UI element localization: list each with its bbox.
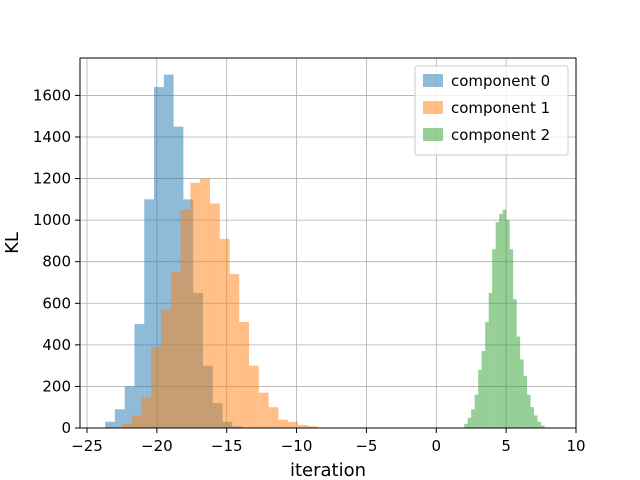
plot-frame — [79, 57, 577, 429]
histogram-bar — [278, 419, 289, 428]
x-tick-label: −25 — [71, 437, 103, 455]
histogram-bar — [229, 274, 240, 428]
series-2 — [464, 209, 545, 428]
histogram-bar — [485, 321, 489, 428]
histogram-bar — [506, 220, 510, 428]
histogram-bar — [151, 346, 162, 428]
histogram-bar — [516, 336, 521, 428]
histogram-bar — [509, 249, 514, 428]
histogram-bar — [170, 272, 181, 428]
legend-label: component 1 — [451, 99, 550, 117]
histogram-bar — [488, 292, 493, 428]
x-tick-label: 10 — [566, 437, 585, 455]
x-tick-label: 5 — [501, 437, 511, 455]
histogram-bar — [200, 178, 210, 428]
y-tick-label: 1400 — [33, 128, 71, 146]
legend-label: component 2 — [451, 126, 550, 144]
histogram-bar — [219, 238, 230, 428]
histogram-bar — [471, 409, 475, 428]
legend-swatch — [423, 128, 443, 141]
y-tick-label: 600 — [42, 294, 71, 312]
bars-layer — [105, 74, 545, 428]
histogram-bar — [523, 376, 528, 428]
y-tick-label: 800 — [42, 253, 71, 271]
histogram-bar — [297, 424, 308, 428]
histogram-bar — [121, 423, 132, 428]
histogram-bar — [209, 203, 220, 428]
histogram-bar — [474, 394, 479, 428]
histogram-bar — [144, 199, 155, 428]
histogram-bar — [464, 423, 468, 428]
x-tick-label: −5 — [355, 437, 377, 455]
histogram-bar — [499, 213, 503, 428]
histogram-bar — [141, 396, 152, 428]
legend-swatch — [423, 74, 443, 87]
histogram-bar — [481, 351, 486, 428]
histogram-bar — [478, 369, 482, 428]
histogram-bar — [114, 409, 125, 428]
histogram-bar — [249, 365, 259, 428]
y-tick-label: 1000 — [33, 211, 71, 229]
histogram-bar — [530, 407, 535, 428]
legend: component 0 component 1 component 2 — [414, 65, 569, 156]
y-tick-label: 0 — [61, 419, 71, 437]
x-tick-label: −10 — [281, 437, 313, 455]
histogram-bar — [307, 426, 318, 428]
histogram-bar — [537, 421, 542, 428]
y-tick-label: 1600 — [33, 86, 71, 104]
histogram-bar — [534, 415, 538, 428]
x-tick-label: −15 — [211, 437, 243, 455]
histogram-bar — [541, 425, 545, 428]
series-1 — [121, 178, 318, 428]
histogram-bar — [161, 309, 171, 428]
y-tick-label: 400 — [42, 336, 71, 354]
x-tick-label: −20 — [141, 437, 173, 455]
histogram-bar — [239, 321, 250, 428]
histogram-bar — [190, 182, 201, 428]
legend-label: component 0 — [451, 72, 550, 90]
y-axis-label: KL — [2, 232, 23, 254]
y-tick-label: 200 — [42, 377, 71, 395]
legend-box — [414, 65, 569, 156]
histogram-bar — [134, 324, 145, 428]
legend-swatch — [423, 101, 443, 114]
histogram-bar — [492, 249, 496, 428]
histogram-bar — [520, 359, 524, 428]
histogram-bar — [154, 87, 164, 428]
histogram-bar — [124, 386, 135, 428]
histogram-bar — [288, 421, 298, 428]
histogram-bar — [131, 415, 142, 428]
histogram-bar — [467, 417, 472, 428]
histogram-bar — [258, 392, 269, 428]
histogram-bar — [163, 74, 174, 428]
histogram-bar — [527, 394, 531, 428]
ticks-layer: −25 −20 −15 −10 −5 0 5 10 0 200 400 600 800 1000 1200 1… — [33, 86, 586, 455]
y-tick-label: 1200 — [33, 170, 71, 188]
x-axis-label: iteration — [290, 460, 366, 480]
histogram-bar — [105, 421, 115, 428]
histogram-bar — [513, 299, 517, 428]
histogram-bar — [268, 407, 279, 428]
histogram-bar — [495, 222, 500, 428]
x-tick-label: 0 — [432, 437, 442, 455]
histogram-bar — [502, 209, 507, 428]
histogram-bar — [180, 209, 191, 428]
